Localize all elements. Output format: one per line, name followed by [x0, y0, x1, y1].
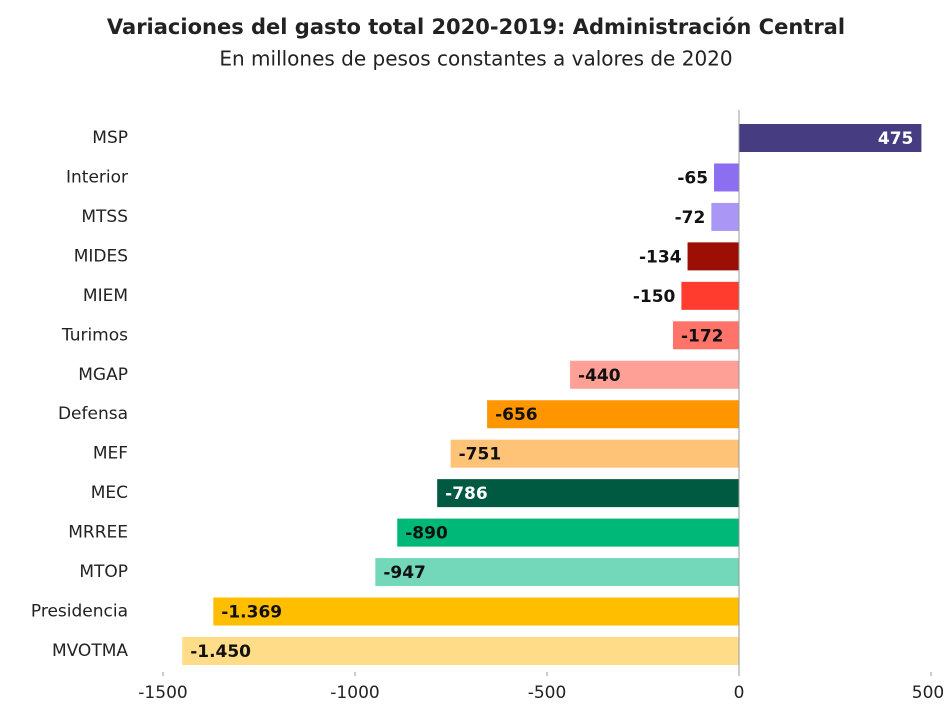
bar: [437, 479, 739, 508]
x-tick-label: 0: [734, 683, 745, 703]
category-label: MVOTMA: [52, 641, 128, 661]
chart-title: Variaciones del gasto total 2020-2019: A…: [107, 15, 845, 39]
bar: [672, 321, 739, 350]
bar: [213, 597, 739, 626]
x-tick-label: -500: [528, 683, 567, 703]
category-label: MTOP: [79, 562, 128, 582]
category-label: MRREE: [68, 523, 128, 543]
bar: [450, 439, 739, 468]
bar: [681, 281, 739, 310]
value-label: -134: [639, 247, 682, 267]
category-label: MSP: [92, 128, 128, 148]
category-label: MIDES: [74, 246, 128, 266]
bar: [687, 242, 739, 271]
value-label: -1.369: [221, 603, 282, 623]
value-label: -786: [445, 484, 488, 504]
value-label: -890: [405, 524, 448, 544]
value-label: -656: [495, 405, 538, 425]
value-label: -150: [633, 287, 676, 307]
value-label: -65: [677, 168, 708, 188]
x-tick-label: -1500: [138, 683, 187, 703]
chart-subtitle: En millones de pesos constantes a valore…: [219, 47, 732, 71]
value-label: -751: [459, 445, 502, 465]
bar: [397, 518, 739, 547]
bar: [714, 163, 739, 192]
value-label: -1.450: [190, 642, 251, 662]
bar: [487, 400, 739, 429]
category-label: Turimos: [61, 325, 128, 345]
category-label: Interior: [66, 167, 128, 187]
category-label: MTSS: [81, 207, 128, 227]
x-tick-label: -1000: [330, 683, 379, 703]
category-label: MIEM: [83, 286, 128, 306]
category-label: MEC: [91, 483, 128, 503]
category-label: MGAP: [78, 365, 128, 385]
value-label: -172: [681, 326, 724, 346]
category-label: Defensa: [58, 404, 128, 424]
bar: [570, 360, 739, 389]
bar: [739, 124, 922, 152]
category-label: Presidencia: [31, 602, 128, 622]
value-label: -72: [675, 208, 706, 228]
x-tick-label: 500: [912, 683, 944, 703]
bar: [711, 202, 739, 231]
bar: [375, 558, 739, 587]
bar: [182, 636, 739, 665]
category-label: MEF: [93, 444, 128, 464]
value-label: -440: [578, 366, 621, 386]
value-label: 475: [878, 129, 914, 149]
value-label: -947: [383, 563, 426, 583]
